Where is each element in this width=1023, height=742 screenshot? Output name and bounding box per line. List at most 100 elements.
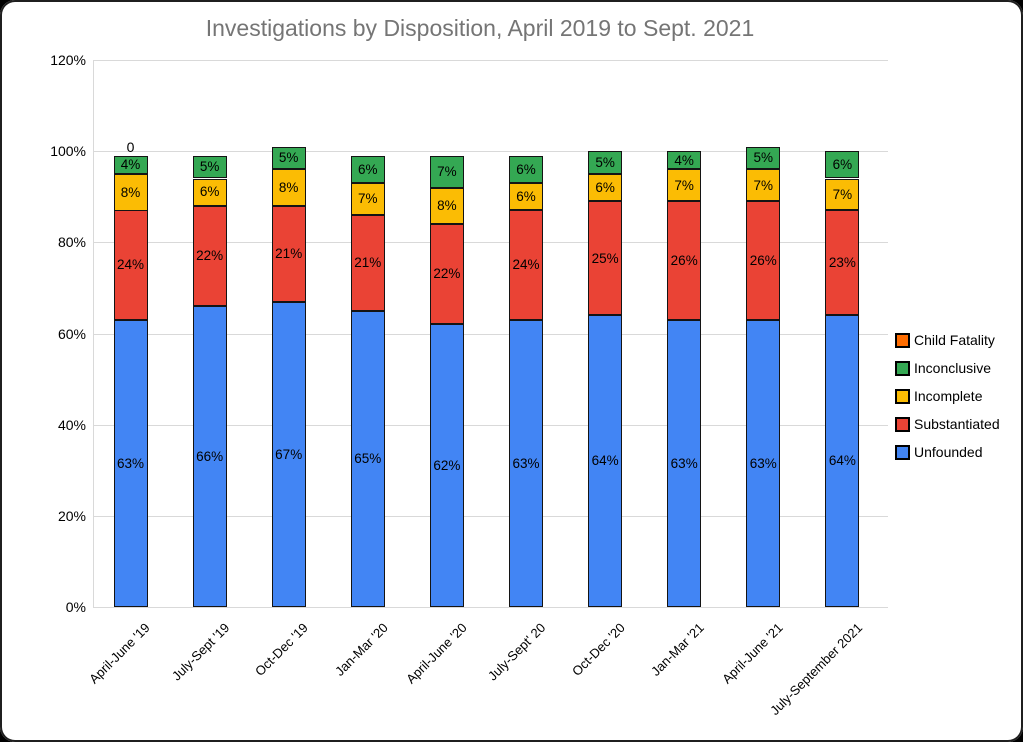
bar-segment-label: 6% <box>516 188 536 204</box>
bar-segment-label: 6% <box>516 161 536 177</box>
y-axis-tick-label: 80% <box>57 234 86 251</box>
gridline <box>93 60 888 61</box>
bar-segment-substantiated: 26% <box>746 201 781 320</box>
legend-item-inconclusive: Inconclusive <box>895 354 1000 382</box>
bar-segment-substantiated: 23% <box>825 210 860 316</box>
bar-segment-label: 5% <box>595 154 615 170</box>
bar-segment-inconclusive: 4% <box>113 155 148 174</box>
bar-segment-inconclusive: 5% <box>271 146 306 170</box>
bar-segment-label: 7% <box>753 177 774 193</box>
y-axis-line <box>93 60 94 607</box>
bar-segment-incomplete: 8% <box>271 169 306 206</box>
bar-segment-label: 65% <box>354 451 382 467</box>
bar-segment-label: 64% <box>828 453 856 469</box>
y-axis-tick-label: 100% <box>50 143 86 160</box>
y-axis-tick-label: 20% <box>57 507 86 524</box>
gridline <box>93 515 888 517</box>
bar-segment-label: 7% <box>437 163 457 179</box>
legend-item-unfounded: Unfounded <box>895 438 1000 466</box>
x-axis-tick-label: Jan-Mar '21 <box>647 620 707 679</box>
bar-segment-substantiated: 24% <box>509 210 543 320</box>
bar-segment-inconclusive: 5% <box>192 155 227 179</box>
bar-segment-label: 8% <box>437 198 457 214</box>
legend-swatch-icon <box>895 444 910 460</box>
bar-segment-substantiated: 21% <box>271 205 306 302</box>
legend-label: Substantiated <box>914 416 1000 432</box>
bar-segment-label: 22% <box>433 266 461 282</box>
bar-segment-label: 5% <box>278 150 299 166</box>
bar-segment-inconclusive: 7% <box>429 155 464 188</box>
bar-segment-label: 8% <box>120 184 141 200</box>
bar-segment-incomplete: 7% <box>746 169 781 202</box>
bar-segment-incomplete: 8% <box>429 187 464 225</box>
bar-segment-substantiated: 22% <box>192 205 227 307</box>
gridline <box>93 151 888 153</box>
bar-segment-unfounded: 63% <box>667 319 702 607</box>
bar-segment-unfounded: 63% <box>746 319 781 607</box>
legend-item-child-fatality: Child Fatality <box>895 326 1000 354</box>
gridline <box>93 242 888 244</box>
bar-segment-label: 5% <box>753 150 774 166</box>
bar-segment-label: 6% <box>832 157 853 173</box>
bar-segment-label: 4% <box>120 157 141 173</box>
x-axis-tick-label: Jan-Mar '20 <box>331 620 391 679</box>
y-axis-tick-label: 120% <box>50 52 86 68</box>
bar-segment-label: 26% <box>749 252 777 268</box>
bar-segment-unfounded: 63% <box>509 319 543 607</box>
bar-segment-label: 25% <box>591 250 619 266</box>
legend-swatch-icon <box>895 332 910 348</box>
x-axis-tick-label: April-June '20 <box>402 620 470 687</box>
legend-label: Incomplete <box>914 388 983 404</box>
bar-segment-label: 6% <box>595 179 615 195</box>
legend-swatch-icon <box>895 360 910 376</box>
bar-segment-label: 21% <box>275 245 303 261</box>
bar-segment-inconclusive: 6% <box>350 155 385 183</box>
bar-segment-unfounded: 64% <box>588 315 623 607</box>
bar-segment-incomplete: 6% <box>588 174 623 202</box>
bar-segment-inconclusive: 5% <box>746 146 781 170</box>
bar-segment-substantiated: 26% <box>667 201 702 320</box>
bar-segment-incomplete: 7% <box>825 178 860 211</box>
chart-legend: Child Fatality Inconclusive Incomplete Subs… <box>895 326 1000 466</box>
bar-segment-incomplete: 6% <box>192 178 227 206</box>
x-axis-tick-label: July-Sept' 20 <box>485 620 549 684</box>
bar-segment-label: 63% <box>749 455 777 471</box>
legend-label: Inconclusive <box>914 360 992 376</box>
bar-segment-label: 8% <box>278 179 299 195</box>
zero-data-label: 0 <box>126 138 135 155</box>
x-axis-tick-label: July-Sept '19 <box>168 620 233 684</box>
bar-segment-substantiated: 25% <box>588 201 623 316</box>
bar-segment-label: 67% <box>275 446 303 462</box>
bar-segment-substantiated: 22% <box>429 224 464 325</box>
gridline <box>93 607 888 608</box>
bar-segment-label: 26% <box>670 252 698 268</box>
bar-segment-label: 23% <box>828 255 856 271</box>
bar-segment-substantiated: 21% <box>350 215 385 311</box>
x-axis-tick-label: July-September 2021 <box>767 620 866 718</box>
bar-segment-substantiated: 24% <box>113 210 148 320</box>
bar-segment-label: 22% <box>196 248 224 264</box>
bar-segment-unfounded: 66% <box>192 306 227 607</box>
bar-segment-label: 24% <box>512 257 540 273</box>
bar-segment-incomplete: 7% <box>667 169 702 202</box>
gridline <box>93 424 888 426</box>
legend-label: Child Fatality <box>914 332 995 348</box>
bar-segment-incomplete: 8% <box>113 174 148 211</box>
gridline <box>93 333 888 335</box>
bar-segment-label: 66% <box>196 448 224 464</box>
bar-segment-label: 4% <box>674 152 694 168</box>
y-axis-tick-label: 60% <box>57 325 86 342</box>
bar-segment-incomplete: 6% <box>509 183 543 211</box>
bar-segment-label: 62% <box>433 457 461 473</box>
x-axis-tick-label: April-June '21 <box>719 620 786 687</box>
bar-segment-unfounded: 65% <box>350 310 385 607</box>
bar-segment-unfounded: 64% <box>825 315 860 607</box>
bar-segment-incomplete: 7% <box>350 183 385 215</box>
bar-segment-label: 6% <box>358 161 378 177</box>
x-axis-tick-label: Oct-Dec '20 <box>568 620 628 679</box>
bar-segment-inconclusive: 6% <box>509 155 543 183</box>
legend-item-incomplete: Incomplete <box>895 382 1000 410</box>
x-axis-tick-label: April-June '19 <box>86 620 154 687</box>
bar-segment-label: 24% <box>116 257 145 273</box>
y-axis-tick-label: 0% <box>65 599 86 615</box>
